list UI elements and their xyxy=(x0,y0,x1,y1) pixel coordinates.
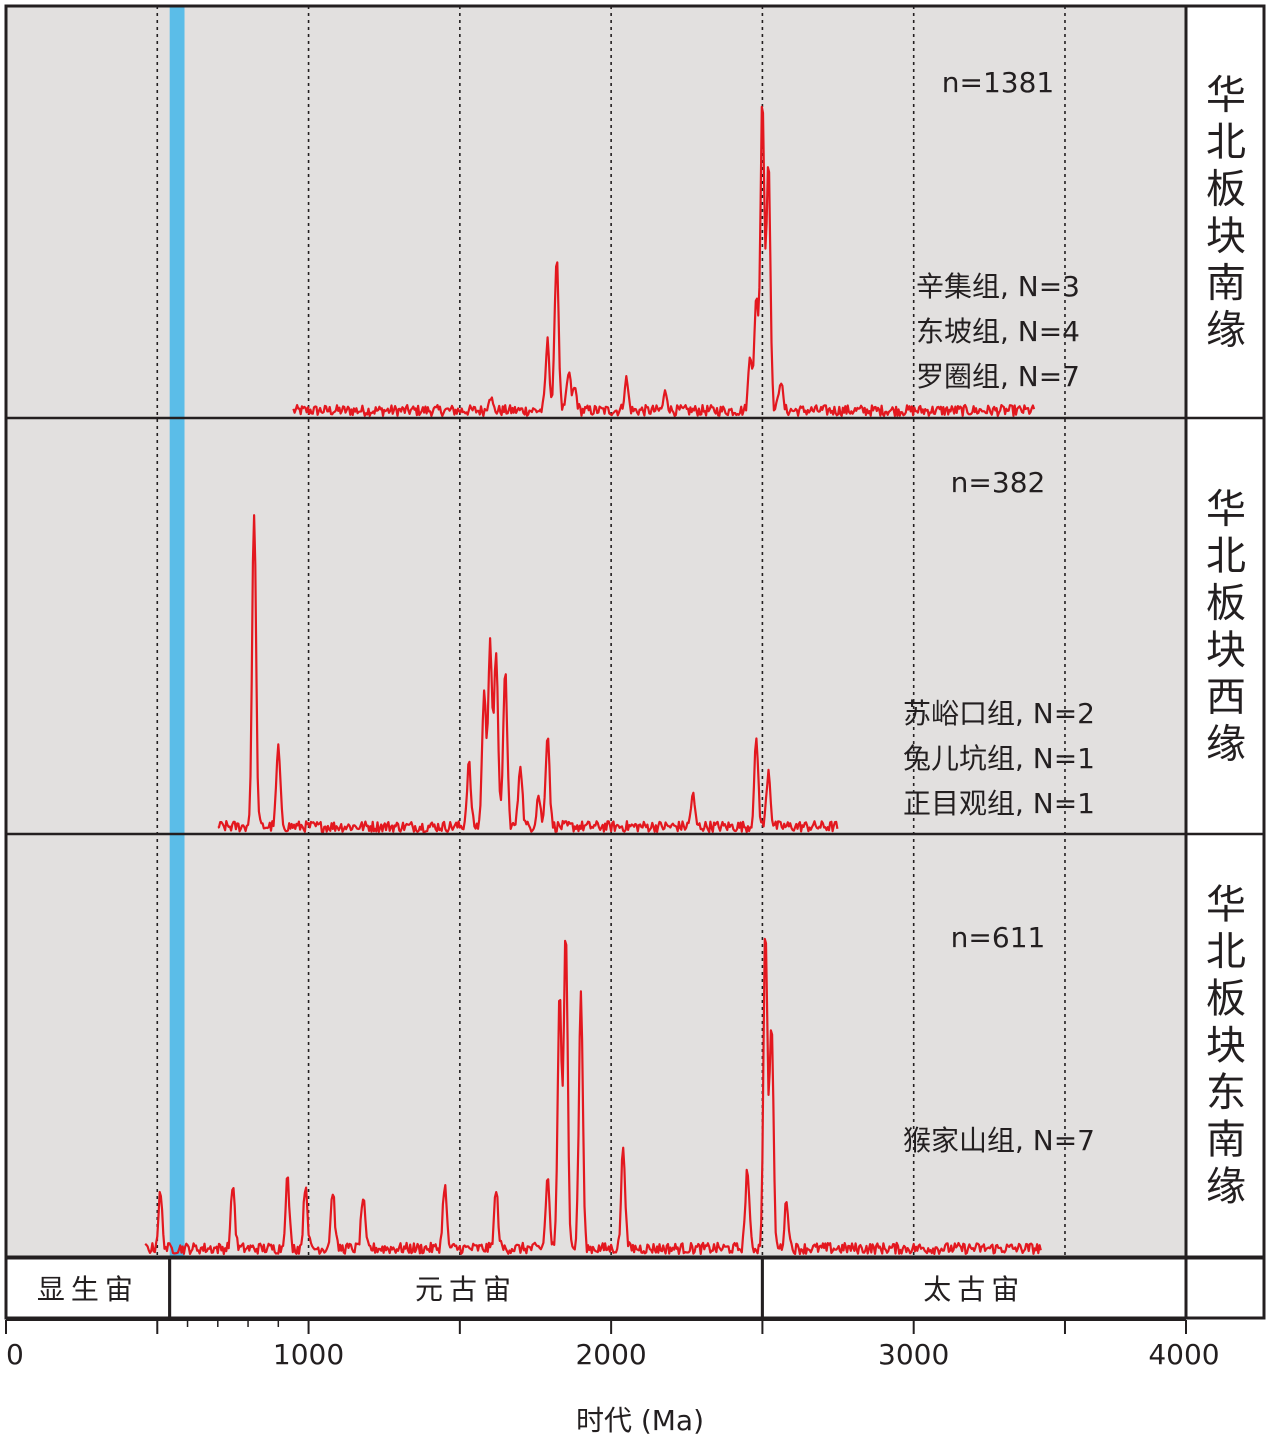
formation-label: 正目观组, N=1 xyxy=(903,787,1095,820)
x-axis: 0 1000 2000 3000 4000 xyxy=(5,1319,1220,1371)
side-label-char: 华 xyxy=(1206,882,1246,928)
eon-side-cell xyxy=(1184,1256,1266,1320)
panel-background xyxy=(6,834,1186,1256)
eon-label: 显生宙 xyxy=(37,1273,139,1306)
x-tick-label: 2000 xyxy=(575,1338,646,1371)
series-line-3 xyxy=(144,937,1042,1256)
side-label-char: 块 xyxy=(1206,1023,1246,1069)
side-label-char: 缘 xyxy=(1206,1164,1246,1210)
panel-background xyxy=(6,6,1186,418)
side-label-char: 板 xyxy=(1206,581,1246,627)
x-tick-label: 1000 xyxy=(273,1338,344,1371)
sample-count-label: n=1381 xyxy=(942,66,1054,99)
eon-cell xyxy=(760,1256,1188,1320)
formation-label: 罗圈组, N=7 xyxy=(916,360,1080,393)
side-label-char: 块 xyxy=(1206,214,1246,260)
x-tick-label: 4000 xyxy=(1148,1338,1219,1371)
side-label-char: 南 xyxy=(1206,261,1246,307)
side-label-char: 东 xyxy=(1206,1070,1246,1116)
side-label-char: 华 xyxy=(1206,73,1246,119)
side-label-char: 北 xyxy=(1206,120,1246,166)
plot-area: n=1381 辛集组, N=3 东坡组, N=4 罗圈组, N=7 n=382 苏峪口组,… xyxy=(4,4,1266,1318)
side-label-char: 块 xyxy=(1206,628,1246,674)
formation-label: 猴家山组, N=7 xyxy=(903,1124,1095,1157)
side-label-char: 华 xyxy=(1206,487,1246,533)
sample-count-label: n=382 xyxy=(951,466,1046,499)
side-label-char: 板 xyxy=(1206,976,1246,1022)
panel-background xyxy=(6,418,1186,834)
side-label-char: 板 xyxy=(1206,167,1246,213)
side-label-char: 南 xyxy=(1206,1117,1246,1163)
eon-label: 元古宙 xyxy=(415,1273,517,1306)
x-tick-label: 3000 xyxy=(878,1338,949,1371)
eon-label: 太古宙 xyxy=(923,1273,1025,1306)
panels-background xyxy=(6,6,1186,1256)
formation-label: 兔儿坑组, N=1 xyxy=(903,742,1095,775)
panel-texts: n=1381 辛集组, N=3 东坡组, N=4 罗圈组, N=7 n=382 苏峪口组,… xyxy=(903,66,1095,1157)
eon-bar: 显生宙 元古宙 太古宙 xyxy=(4,1256,1266,1320)
formation-label: 苏峪口组, N=2 xyxy=(903,697,1095,730)
side-label-char: 北 xyxy=(1206,534,1246,580)
highlight-band xyxy=(169,6,185,1256)
x-axis-label: 时代 (Ma) xyxy=(576,1404,704,1437)
eon-cell xyxy=(4,1256,172,1320)
series-group xyxy=(144,105,1042,1256)
series-line-1 xyxy=(292,105,1036,418)
series-line-2 xyxy=(217,514,839,834)
side-label-char: 缘 xyxy=(1206,308,1246,354)
side-label-char: 缘 xyxy=(1206,722,1246,768)
sample-count-label: n=611 xyxy=(951,921,1046,954)
formation-label: 辛集组, N=3 xyxy=(916,270,1080,303)
x-tick-label: 0 xyxy=(6,1338,24,1371)
formation-label: 东坡组, N=4 xyxy=(916,315,1080,348)
side-label-char: 西 xyxy=(1206,675,1246,721)
dotted-gridlines xyxy=(156,6,1066,1256)
side-label-char: 北 xyxy=(1206,929,1246,975)
